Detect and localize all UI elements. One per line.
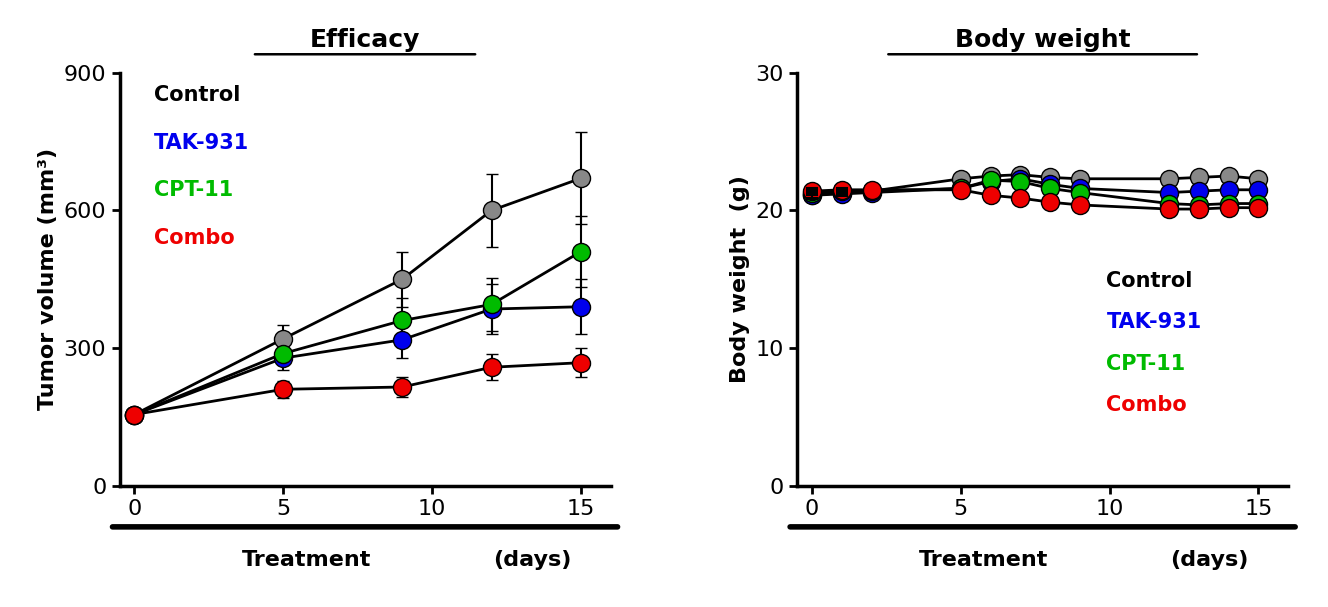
Text: (days): (days) (1170, 549, 1248, 569)
Text: (days): (days) (493, 549, 571, 569)
Text: Control: Control (1106, 271, 1193, 291)
Text: CPT-11: CPT-11 (154, 180, 234, 200)
Text: TAK-931: TAK-931 (154, 133, 250, 153)
Text: Treatment: Treatment (919, 549, 1048, 569)
Y-axis label: Tumor volume (mm³): Tumor volume (mm³) (39, 148, 58, 410)
Text: Efficacy: Efficacy (309, 28, 420, 52)
Text: Treatment: Treatment (242, 549, 371, 569)
Y-axis label: Body weight  (g): Body weight (g) (730, 175, 750, 383)
Text: Combo: Combo (154, 228, 235, 248)
Text: Control: Control (154, 85, 240, 105)
Text: Body weight: Body weight (955, 28, 1130, 52)
Text: Combo: Combo (1106, 395, 1187, 415)
Text: TAK-931: TAK-931 (1106, 312, 1202, 332)
Text: CPT-11: CPT-11 (1106, 353, 1186, 373)
